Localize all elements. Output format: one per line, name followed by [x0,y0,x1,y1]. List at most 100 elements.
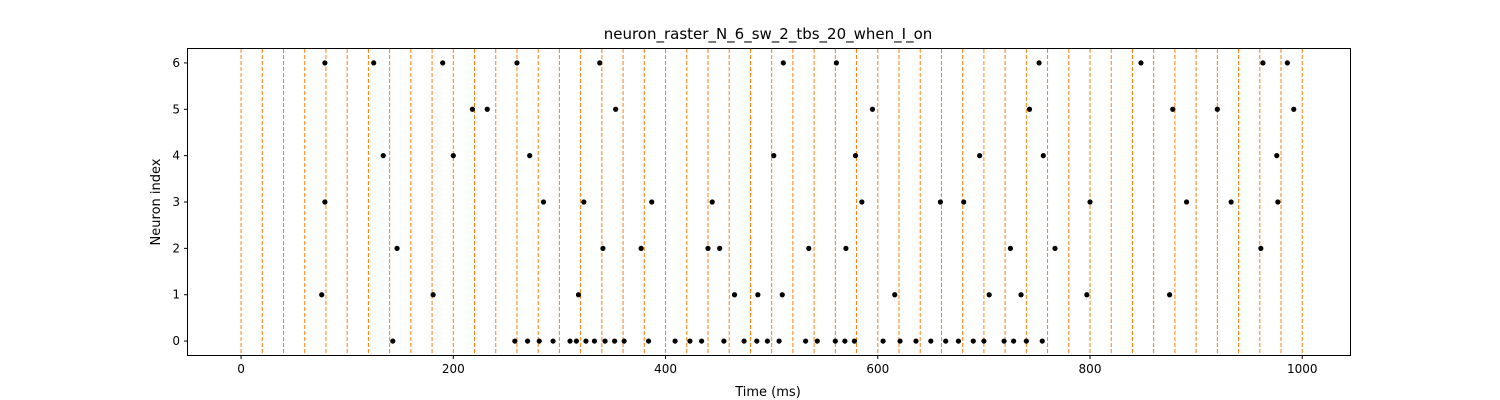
spike-point [600,245,606,251]
spike-points [319,60,1297,344]
x-tick-label: 200 [442,362,465,376]
spike-point [892,292,898,298]
spike-point [986,292,992,298]
spike-point [1023,338,1029,344]
x-axis: 0 200 400 600 800 1000 [237,355,1318,376]
spike-point [319,292,325,298]
spike-point [961,199,967,205]
x-tick-label: 1000 [1287,362,1318,376]
spike-point [687,338,693,344]
spike-point [741,338,747,344]
spike-point [649,199,655,205]
spike-point [1291,106,1297,112]
spike-point [1036,60,1042,66]
x-tick-label: 400 [654,362,677,376]
spike-point [322,199,328,205]
spike-point [705,245,711,251]
spike-point [540,199,547,205]
spike-point [779,292,785,298]
spike-point [1138,60,1144,66]
spike-point [709,199,715,205]
spike-point [1258,245,1264,251]
spike-point [672,338,678,344]
spike-point [1183,199,1190,205]
spike-point [645,338,652,344]
spike-point [970,338,976,344]
spike-point [524,338,531,344]
y-tick-label: 4 [172,149,180,163]
spike-point [575,292,582,298]
spike-point [484,106,490,112]
spike-point [390,338,396,344]
spike-point [581,199,587,205]
spike-point [450,153,456,159]
spike-point [322,60,328,66]
spike-point [527,153,533,159]
spike-point [806,245,812,251]
spike-point [394,245,400,251]
chart-title: neuron_raster_N_6_sw_2_tbs_20_when_I_on [604,25,933,44]
y-tick-label: 6 [172,56,180,70]
spike-point [536,338,542,344]
spike-point [430,292,436,298]
spike-point [754,338,760,344]
spike-point [512,338,518,344]
spike-point [621,338,627,344]
spike-point [897,338,903,344]
spike-point [1214,106,1220,112]
spike-point [1228,199,1234,205]
spike-point [928,338,934,344]
spike-point [814,338,820,344]
spike-point [731,292,738,298]
spike-point [851,338,858,344]
spike-point [469,106,475,112]
y-tick-label: 3 [172,195,180,209]
stimulus-lines [240,49,1303,355]
spike-point [1170,106,1176,112]
spike-point [573,338,579,344]
x-tick-label: 0 [237,362,245,376]
spike-point [776,338,782,344]
spike-point [1001,338,1007,344]
spike-point [591,338,598,344]
spike-point [880,338,886,344]
spike-point [1274,153,1280,159]
spike-point [1011,338,1017,344]
spike-point [717,245,723,251]
spike-point [977,153,983,159]
spike-point [1052,245,1058,251]
spike-point [440,60,446,66]
spike-point [780,60,786,66]
spike-point [514,60,520,66]
spike-point [583,338,589,344]
spike-point [937,199,943,205]
spike-point [550,338,556,344]
spike-point [1166,292,1173,298]
spike-point [1018,292,1024,298]
spike-point [832,338,838,344]
y-axis: 0 1 2 3 4 5 6 [172,56,188,348]
spike-point [843,245,849,251]
spike-point [602,338,608,344]
spike-point [1275,199,1281,205]
spike-point [943,338,949,344]
spike-point [1007,245,1014,251]
spike-point [1039,338,1045,344]
spike-point [981,338,987,344]
spike-point [611,338,618,344]
spike-point [613,106,619,112]
x-axis-title: Time (ms) [734,385,801,400]
spike-point [638,245,644,251]
y-tick-label: 0 [172,334,180,348]
spike-point [764,338,771,344]
spike-point [1026,106,1033,112]
y-tick-label: 2 [172,241,180,255]
spike-point [1084,292,1090,298]
x-tick-label: 800 [1079,362,1102,376]
x-tick-label: 600 [866,362,889,376]
spike-point [380,153,386,159]
spike-point [1260,60,1266,66]
spike-point [597,60,603,66]
spike-point [913,338,919,344]
